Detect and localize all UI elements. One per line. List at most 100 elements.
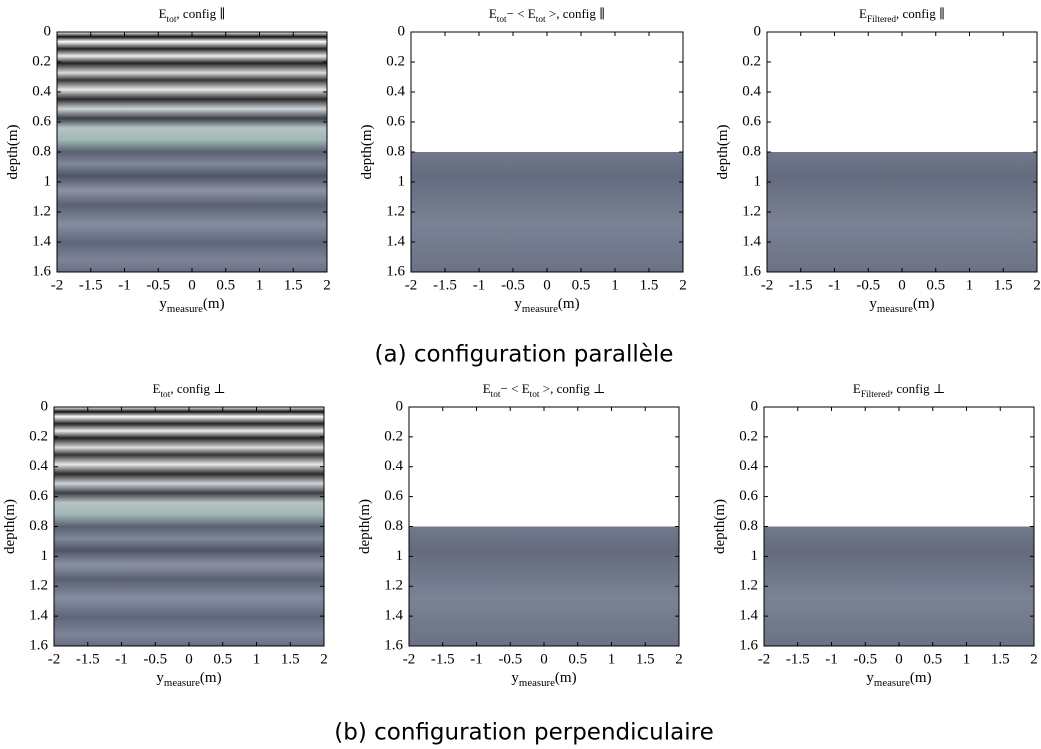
y-tick-label: 0.2 [32,53,51,69]
x-tick-label: -2 [758,651,771,667]
subscript: measure [164,677,200,689]
x-tick-label: -1.5 [433,277,457,293]
subscript: tot [530,390,540,400]
y-tick-label: 0.6 [384,488,403,504]
text-part: (m) [913,296,935,312]
text-part: >, config ∥ [546,6,606,21]
y-tick-label: 1.6 [384,637,403,653]
x-tick-label: -0.5 [143,651,167,667]
x-tick-label: 1.5 [636,651,655,667]
text-part: (m) [910,670,932,686]
x-tick-label: 0.5 [213,651,232,667]
x-tick-label: -0.5 [856,277,880,293]
mask [764,407,1034,527]
text-part: , config ∥ [176,6,225,21]
x-axis-label: ymeasure(m) [511,670,576,689]
x-tick-label: -2 [761,277,774,293]
x-tick-label: -1.5 [789,277,813,293]
x-axis-label: ymeasure(m) [156,670,221,689]
y-tick-label: 1.2 [29,578,48,594]
y-tick-label: 0.6 [29,488,48,504]
chart-title: Etot, config ∥ [159,6,226,25]
y-axis-label: depth(m) [2,499,18,554]
y-tick-label: 0.4 [32,83,51,99]
subscript: measure [522,303,558,315]
y-tick-label: 0.2 [386,53,405,69]
y-tick-label: 1.6 [386,263,405,279]
x-tick-label: -0.5 [146,277,170,293]
y-axis-label: depth(m) [359,125,375,180]
chart-title: Etot− < Etot >, config ⊥ [483,381,606,400]
subscript: tot [497,15,507,25]
mask [409,407,679,527]
text-part: (m) [555,670,577,686]
text-part: y [156,670,164,686]
x-tick-label: 0 [895,651,903,667]
caption: (a) configuration parallèle [375,342,674,368]
y-tick-label: 1.2 [384,578,403,594]
y-tick-label: 1 [396,548,404,564]
chart-title: Etot, config ⊥ [152,381,225,400]
x-tick-label: -1.5 [76,651,100,667]
x-tick-label: -0.5 [853,651,877,667]
subscript: tot [167,15,177,25]
text-part: , config ⊥ [890,381,945,396]
y-tick-label: 1.6 [742,263,761,279]
y-tick-label: 1 [751,548,759,564]
text-part: y [514,296,522,312]
subscript: tot [536,15,546,25]
text-part: E [489,6,497,21]
x-tick-label: 0.5 [216,277,235,293]
x-tick-label: -1 [470,651,483,667]
y-tick-label: 1.6 [29,637,48,653]
x-tick-label: 0 [543,277,551,293]
x-axis-label: ymeasure(m) [159,296,224,315]
subscript: measure [519,677,555,689]
x-tick-label: 2 [320,651,328,667]
y-tick-label: 1.6 [32,263,51,279]
y-tick-label: 1.2 [386,203,405,219]
y-tick-label: 0.4 [742,83,761,99]
y-tick-label: 0 [398,23,406,39]
mask [767,32,1037,152]
text-part: − < E [507,6,536,21]
image [57,32,327,272]
text-part: E [853,381,861,396]
x-tick-label: 2 [675,651,683,667]
y-tick-label: 1 [41,548,49,564]
y-tick-label: 0.2 [739,428,758,444]
x-tick-label: 2 [1030,651,1038,667]
x-tick-label: 1.5 [281,651,300,667]
x-tick-label: 0.5 [572,277,591,293]
y-tick-label: 0.4 [739,458,758,474]
text-part: , config ⊥ [170,381,225,396]
text-part: , config ∥ [896,6,945,21]
x-tick-label: 0 [898,277,906,293]
text-part: E [159,6,167,21]
x-tick-label: -2 [405,277,418,293]
y-tick-label: 0 [44,23,52,39]
image [54,407,324,646]
x-tick-label: 0.5 [923,651,942,667]
text-part: − < E [501,381,530,396]
x-tick-label: -1.5 [786,651,810,667]
x-axis-label: ymeasure(m) [866,670,931,689]
y-tick-label: 0.6 [739,488,758,504]
text-part: y [511,670,519,686]
x-tick-label: -2 [51,277,64,293]
text-part: E [483,381,491,396]
y-tick-label: 0.8 [384,518,403,534]
x-tick-label: 1.5 [640,277,659,293]
x-tick-label: 1.5 [994,277,1013,293]
text-part: (m) [203,296,225,312]
x-tick-label: 0 [188,277,196,293]
text-part: (m) [200,670,222,686]
y-tick-label: 0.6 [386,113,405,129]
y-tick-label: 1 [398,173,406,189]
y-tick-label: 0.2 [29,428,48,444]
y-tick-label: 0.2 [742,53,761,69]
x-axis-label: ymeasure(m) [514,296,579,315]
y-axis-label: depth(m) [715,125,731,180]
y-tick-label: 0.6 [32,113,51,129]
y-tick-label: 1.6 [739,637,758,653]
